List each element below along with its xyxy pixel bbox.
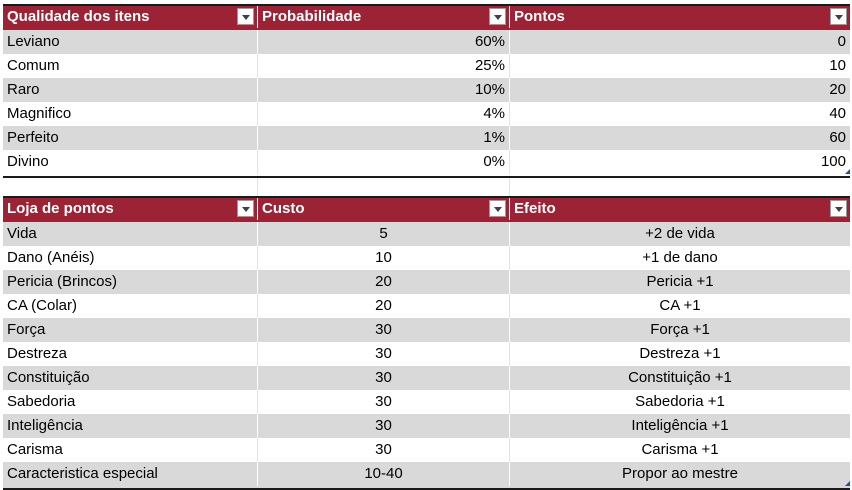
quality-table-header: Qualidade dos itens Probabilidade Pontos [3, 4, 850, 30]
table-row: Destreza 30 Destreza +1 [3, 342, 850, 366]
header-cell-probability[interactable]: Probabilidade [258, 6, 510, 28]
item-cell[interactable]: Sabedoria [3, 390, 258, 414]
item-cell[interactable]: Constituição [3, 366, 258, 390]
effect-cell[interactable]: CA +1 [659, 297, 701, 314]
item-cell[interactable]: CA (Colar) [3, 294, 258, 318]
points-value: 100 [820, 153, 846, 170]
cost-cell[interactable]: 30 [258, 342, 510, 366]
item-cell[interactable]: Vida [3, 222, 258, 246]
item-cell[interactable]: Pericia (Brincos) [3, 270, 258, 294]
effect-cell[interactable]: Sabedoria +1 [635, 393, 725, 410]
probability-cell[interactable]: 60% [258, 30, 510, 54]
item-cell[interactable]: Força [3, 318, 258, 342]
quality-cell[interactable]: Comum [3, 54, 258, 78]
probability-cell[interactable]: 10% [258, 78, 510, 102]
effect-cell[interactable]: Carisma +1 [641, 441, 719, 458]
table-row: Raro 10% 20 [3, 78, 850, 102]
header-label: Qualidade dos itens [7, 8, 150, 25]
table-row: CA (Colar) 20 CA +1 [3, 294, 850, 318]
table-row: Dano (Anéis) 10 +1 de dano [3, 246, 850, 270]
table-row: Magnifico 4% 40 [3, 102, 850, 126]
effect-cell[interactable]: Propor ao mestre [510, 462, 850, 486]
cost-cell[interactable]: 5 [258, 222, 510, 246]
cost-cell[interactable]: 20 [258, 294, 510, 318]
cost-cell[interactable]: 30 [258, 438, 510, 462]
quality-cell[interactable]: Raro [3, 78, 258, 102]
points-shop-header: Loja de pontos Custo Efeito [3, 196, 850, 222]
cost-cell[interactable]: 20 [258, 270, 510, 294]
table-row: Pericia (Brincos) 20 Pericia +1 [3, 270, 850, 294]
table-row: Comum 25% 10 [3, 54, 850, 78]
table-row: Sabedoria 30 Sabedoria +1 [3, 390, 850, 414]
filter-dropdown-button[interactable] [489, 200, 506, 217]
quality-cell[interactable]: Perfeito [3, 126, 258, 150]
effect-cell[interactable]: Destreza +1 [639, 345, 721, 362]
item-cell[interactable]: Carisma [3, 438, 258, 462]
quality-table: Qualidade dos itens Probabilidade Pontos… [3, 4, 850, 198]
table-row: Carisma 30 Carisma +1 [3, 438, 850, 462]
item-cell[interactable]: Dano (Anéis) [3, 246, 258, 270]
blank-row [3, 178, 850, 198]
table-row: Vida 5 +2 de vida [3, 222, 850, 246]
table-row: Constituição 30 Constituição +1 [3, 366, 850, 390]
cost-cell[interactable]: 30 [258, 414, 510, 438]
points-cell[interactable]: 20 [829, 81, 846, 98]
header-cell-quality[interactable]: Qualidade dos itens [3, 6, 258, 28]
table-row: Inteligência 30 Inteligência +1 [3, 414, 850, 438]
header-cell-cost[interactable]: Custo [258, 198, 510, 220]
points-cell[interactable]: 10 [829, 57, 846, 74]
empty-cell[interactable] [3, 178, 258, 198]
header-label: Probabilidade [262, 8, 362, 25]
table-row: Leviano 60% 0 [3, 30, 850, 54]
item-cell[interactable]: Destreza [3, 342, 258, 366]
table-resize-handle-icon[interactable] [845, 481, 850, 486]
effect-cell[interactable]: Inteligência +1 [631, 417, 729, 434]
cost-cell[interactable]: 10-40 [258, 462, 510, 486]
effect-cell[interactable]: Constituição +1 [628, 369, 732, 386]
filter-dropdown-button[interactable] [830, 8, 847, 25]
cost-cell[interactable]: 10 [258, 246, 510, 270]
filter-dropdown-button[interactable] [237, 200, 254, 217]
effect-cell[interactable]: +1 de dano [642, 249, 718, 266]
item-cell[interactable]: Caracteristica especial [3, 462, 258, 486]
points-cell[interactable]: 100 [510, 150, 850, 174]
table-row: Força 30 Força +1 [3, 318, 850, 342]
table-row: Divino 0% 100 [3, 150, 850, 178]
filter-dropdown-button[interactable] [489, 8, 506, 25]
item-cell[interactable]: Inteligência [3, 414, 258, 438]
header-label: Custo [262, 200, 305, 217]
header-label: Efeito [514, 200, 556, 217]
probability-cell[interactable]: 25% [258, 54, 510, 78]
cost-cell[interactable]: 30 [258, 318, 510, 342]
cost-cell[interactable]: 30 [258, 366, 510, 390]
header-cell-effect[interactable]: Efeito [510, 198, 850, 220]
points-cell[interactable]: 0 [837, 33, 846, 50]
quality-cell[interactable]: Leviano [3, 30, 258, 54]
header-label: Loja de pontos [7, 200, 114, 217]
points-shop-table: Loja de pontos Custo Efeito Vida 5 +2 de… [3, 196, 850, 490]
cost-cell[interactable]: 30 [258, 390, 510, 414]
quality-cell[interactable]: Divino [3, 150, 258, 174]
header-label: Pontos [514, 8, 565, 25]
effect-cell[interactable]: +2 de vida [645, 225, 715, 242]
empty-cell[interactable] [258, 178, 510, 198]
probability-cell[interactable]: 0% [258, 150, 510, 174]
points-cell[interactable]: 60 [829, 129, 846, 146]
probability-cell[interactable]: 1% [258, 126, 510, 150]
points-cell[interactable]: 40 [829, 105, 846, 122]
effect-cell[interactable]: Força +1 [650, 321, 710, 338]
probability-cell[interactable]: 4% [258, 102, 510, 126]
empty-cell[interactable] [510, 178, 850, 198]
header-cell-shop[interactable]: Loja de pontos [3, 198, 258, 220]
quality-cell[interactable]: Magnifico [3, 102, 258, 126]
filter-dropdown-button[interactable] [830, 200, 847, 217]
effect-cell[interactable]: Pericia +1 [646, 273, 714, 290]
header-cell-points[interactable]: Pontos [510, 6, 850, 28]
filter-dropdown-button[interactable] [237, 8, 254, 25]
effect-value: Propor ao mestre [622, 465, 738, 482]
table-resize-handle-icon[interactable] [845, 169, 850, 174]
table-row: Perfeito 1% 60 [3, 126, 850, 150]
